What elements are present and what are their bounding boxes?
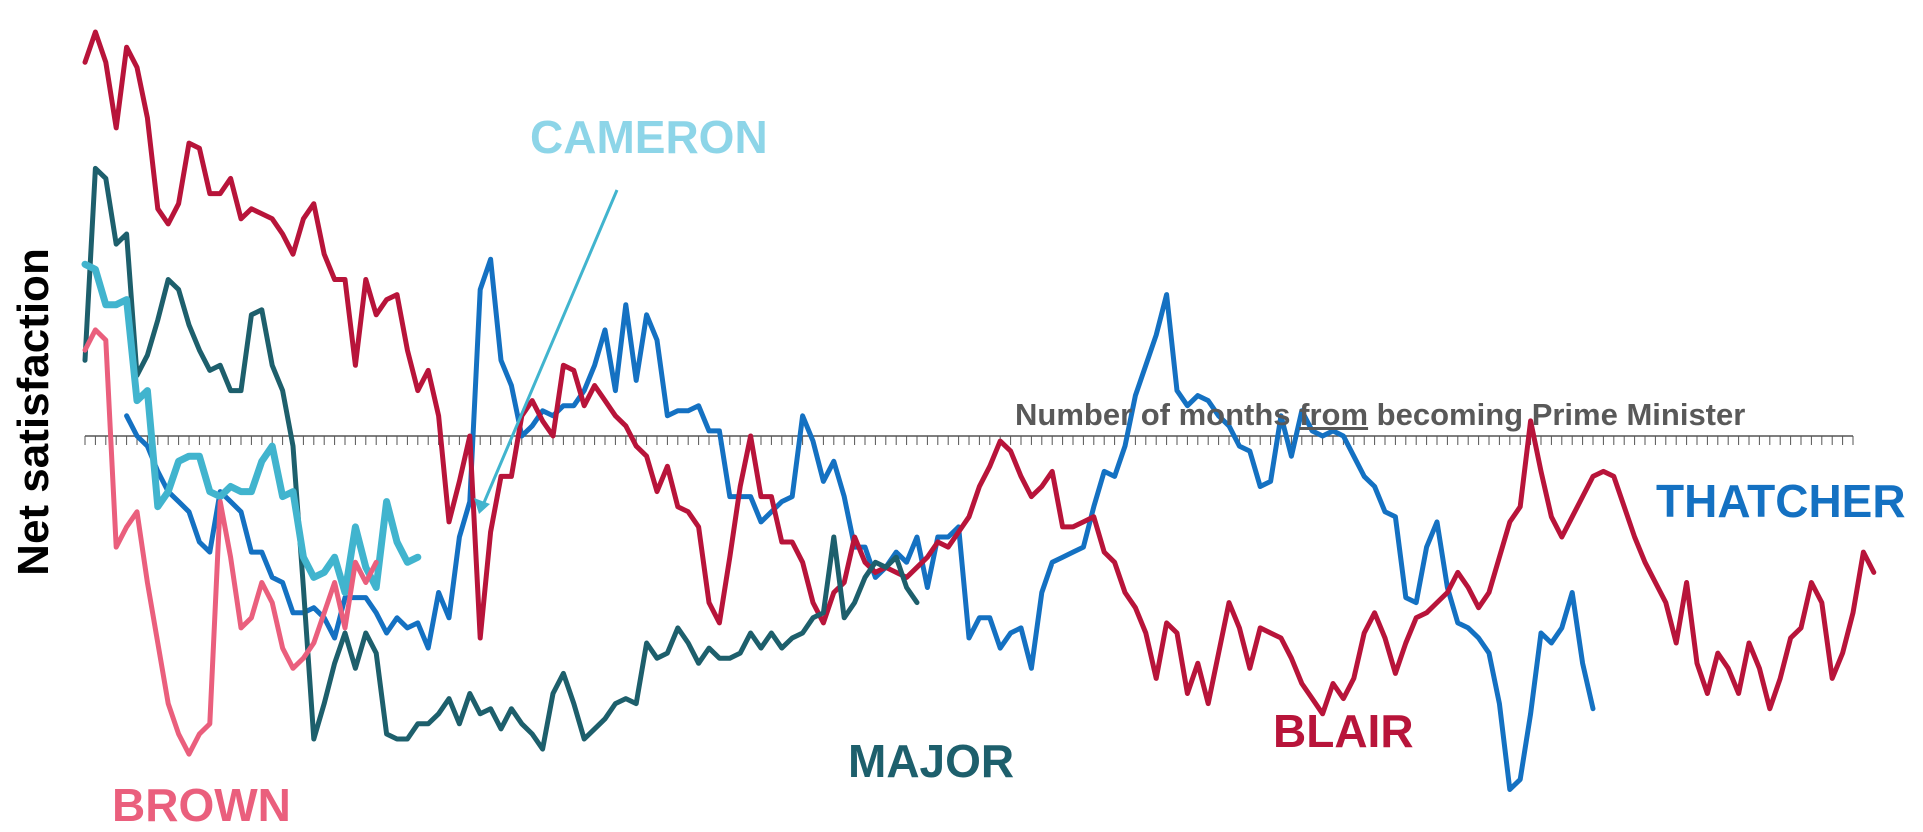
x-axis	[84, 435, 1854, 445]
series-label-brown: BROWN	[112, 779, 291, 831]
series-label-thatcher: THATCHER	[1656, 475, 1906, 527]
series-label-major: MAJOR	[848, 735, 1015, 787]
series-label-blair: BLAIR	[1273, 705, 1414, 757]
annotation-layer	[474, 189, 619, 514]
series-line-brown	[82, 327, 379, 757]
series-group	[81, 29, 1877, 792]
series-line-major	[82, 165, 920, 752]
x-axis-label-part-3: becoming Prime Minister	[1368, 397, 1746, 432]
x-axis-label: Number of months from becoming Prime Min…	[1015, 397, 1745, 433]
y-axis-label-text: Net satisfaction	[9, 248, 58, 576]
series-line-blair	[82, 29, 1877, 717]
x-axis-label-part-2: from	[1299, 397, 1369, 432]
y-axis-label: Net satisfaction	[4, 0, 64, 824]
cameron-pointer-arrow	[481, 189, 619, 506]
series-line-cameron	[81, 260, 422, 596]
series-label-cameron: CAMERON	[530, 111, 768, 163]
cameron-pointer-arrowhead	[474, 498, 490, 514]
x-axis-label-part-1: Number of months	[1015, 397, 1300, 432]
